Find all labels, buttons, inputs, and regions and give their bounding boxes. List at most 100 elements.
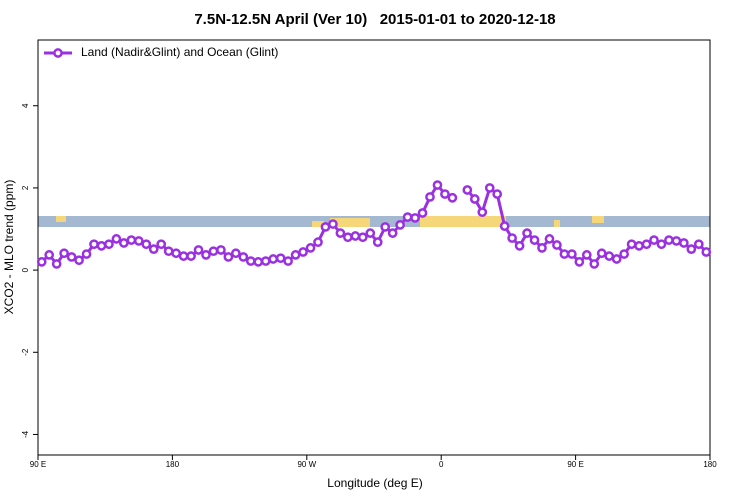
point — [313, 237, 323, 248]
point — [111, 234, 122, 244]
y-tick-label: -2 — [21, 348, 30, 356]
point — [447, 192, 458, 203]
x-tick-label: 180 — [703, 460, 717, 469]
point — [89, 239, 99, 250]
point — [350, 231, 361, 241]
point — [469, 194, 480, 204]
point — [156, 239, 167, 250]
land-band — [56, 216, 66, 222]
point — [81, 249, 92, 259]
point — [186, 251, 196, 261]
point — [36, 257, 47, 267]
point — [641, 239, 652, 250]
point — [440, 189, 450, 199]
point — [253, 257, 264, 267]
point — [298, 247, 308, 257]
point — [626, 239, 637, 250]
x-axis-label: Longitude (deg E) — [327, 476, 422, 490]
point — [283, 256, 293, 266]
point — [477, 207, 488, 218]
point — [589, 259, 600, 269]
point — [119, 238, 129, 248]
point — [537, 243, 547, 253]
x-tick-label: 90 W — [297, 460, 316, 469]
point — [343, 232, 353, 243]
point — [163, 246, 174, 257]
land-band — [554, 220, 560, 227]
point — [44, 250, 55, 260]
point — [425, 192, 435, 202]
point — [126, 235, 137, 245]
point — [492, 189, 503, 199]
point — [148, 244, 159, 254]
point — [671, 236, 682, 246]
point — [462, 185, 473, 195]
point — [216, 245, 226, 255]
point — [66, 252, 77, 262]
point — [275, 253, 286, 264]
chart-title: 7.5N-12.5N April (Ver 10) 2015-01-01 to … — [194, 11, 555, 28]
point — [604, 251, 615, 261]
point — [59, 248, 69, 259]
point — [395, 220, 405, 230]
point — [619, 249, 629, 259]
point — [260, 256, 271, 266]
point — [596, 248, 607, 259]
point — [544, 234, 555, 244]
point — [365, 228, 376, 238]
point — [133, 236, 144, 246]
point — [268, 254, 279, 264]
point — [380, 222, 391, 232]
land-band — [330, 218, 370, 227]
point — [432, 180, 443, 190]
point — [574, 257, 585, 267]
y-tick-label: -4 — [21, 430, 30, 438]
point — [238, 252, 249, 262]
point — [529, 235, 540, 245]
x-tick-label: 90 E — [567, 460, 583, 469]
point — [357, 232, 368, 243]
x-tick-label: 90 E — [30, 460, 46, 469]
point — [171, 248, 181, 259]
point — [96, 241, 107, 251]
point — [193, 245, 204, 255]
point — [634, 241, 644, 251]
point — [178, 251, 189, 261]
point — [223, 252, 234, 262]
point — [484, 183, 495, 193]
x-tick-label: 0 — [439, 460, 444, 469]
y-tick-label: 2 — [21, 185, 30, 190]
land-ocean-mask — [38, 216, 710, 227]
legend-label: Land (Nadir&Glint) and Ocean (Glint) — [81, 45, 278, 59]
y-tick-label: 0 — [21, 267, 30, 272]
point — [514, 241, 525, 251]
point — [387, 228, 398, 238]
point — [141, 239, 152, 250]
y-axis-label: XCO2 - MLO trend (ppm) — [2, 180, 16, 315]
point — [507, 233, 517, 243]
point — [499, 221, 510, 231]
land-band — [312, 221, 324, 227]
point — [559, 249, 570, 259]
point — [522, 228, 532, 238]
ocean-band — [38, 216, 710, 227]
land-band — [420, 216, 506, 227]
point — [231, 248, 241, 259]
point — [567, 249, 577, 259]
point — [410, 213, 420, 223]
point — [402, 212, 413, 222]
point — [664, 235, 674, 245]
point — [320, 222, 331, 232]
point — [372, 237, 383, 248]
plot-frame — [37, 39, 711, 456]
point — [305, 243, 316, 253]
point — [701, 247, 712, 257]
y-tick-label: 4 — [21, 103, 30, 108]
point — [245, 256, 256, 266]
point — [656, 239, 667, 250]
point — [51, 259, 62, 269]
point — [649, 235, 659, 245]
point — [552, 240, 562, 250]
point — [693, 239, 704, 250]
